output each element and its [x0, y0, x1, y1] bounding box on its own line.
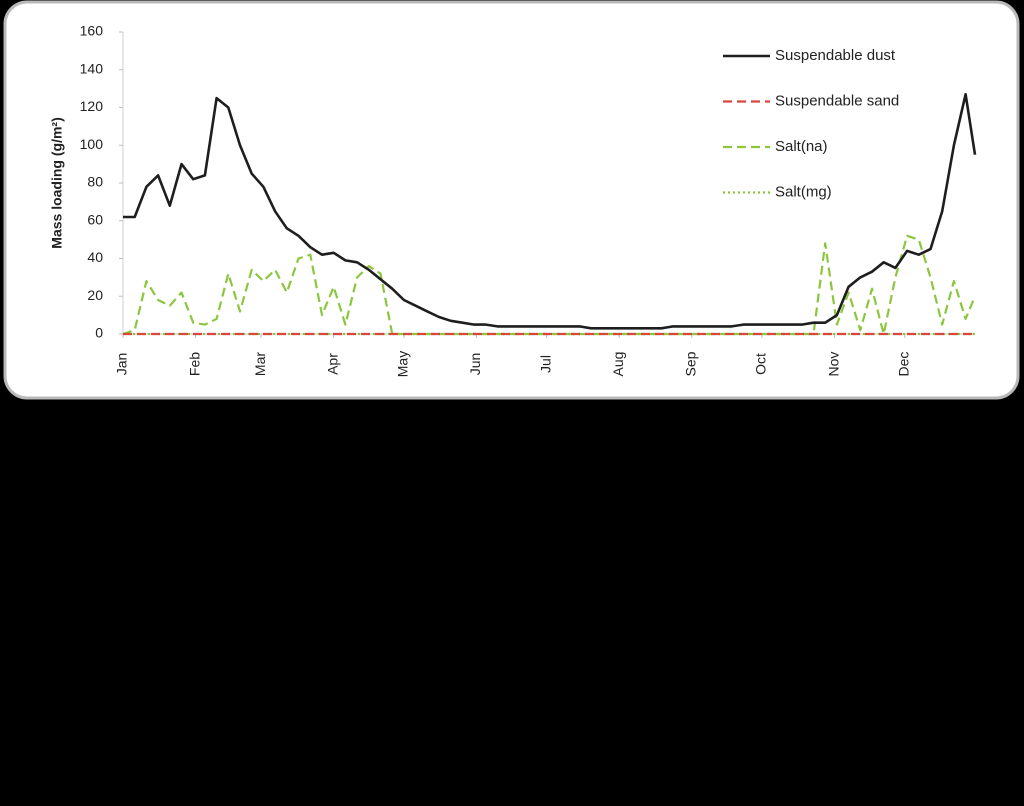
x-tick-label: Aug — [610, 352, 626, 377]
x-tick-label: Jun — [467, 353, 483, 376]
series-line — [122, 234, 977, 336]
legend-label: Salt(na) — [775, 138, 828, 155]
x-tick-label: Mar — [252, 352, 268, 376]
legend-label: Suspendable dust — [775, 47, 896, 64]
chart-card: Mass loading (g/m²) 0 20 40 60 80 100 120 140 16… — [3, 0, 1020, 400]
y-tick-label: 100 — [80, 136, 104, 152]
legend-label: Suspendable sand — [775, 92, 899, 109]
y-tick-label: 40 — [87, 249, 103, 265]
x-tick-label: Jul — [537, 355, 553, 373]
y-tick-label: 20 — [87, 287, 103, 303]
y-tick-label: 80 — [87, 174, 103, 190]
y-axis-title: Mass loading (g/m²) — [49, 117, 65, 248]
y-tick-label: 60 — [87, 211, 103, 227]
card-frame — [3, 0, 1020, 400]
legend-label: Salt(mg) — [775, 183, 832, 200]
x-tick-label: Sep — [682, 351, 698, 376]
y-tick-label: 0 — [95, 325, 103, 341]
x-tick-label: Dec — [895, 352, 911, 377]
x-tick-label: Oct — [753, 353, 769, 375]
x-tick-label: Nov — [825, 352, 841, 377]
series-line — [123, 93, 977, 330]
x-tick-label: Apr — [324, 353, 340, 375]
y-tick-label: 160 — [80, 23, 104, 39]
x-tick-label: Jan — [114, 353, 130, 376]
reflection-cutoff — [0, 512, 1024, 806]
y-tick-label: 140 — [80, 60, 104, 76]
y-tick-label: 120 — [80, 98, 104, 114]
x-tick-label: Feb — [186, 352, 202, 376]
x-tick-label: May — [395, 351, 411, 377]
